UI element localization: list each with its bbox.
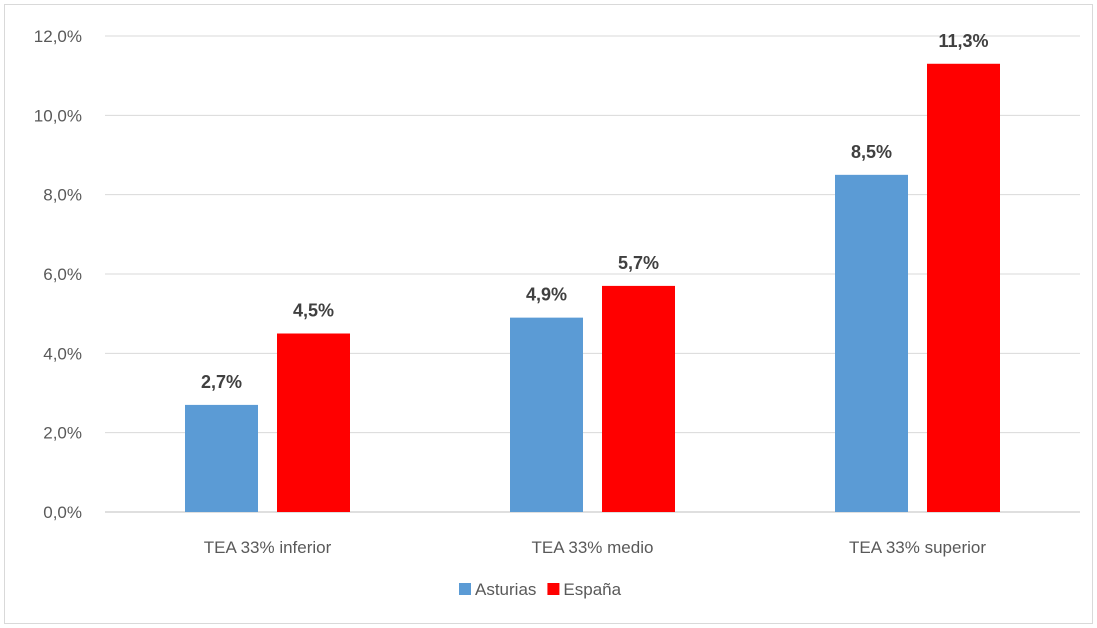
x-category-label: TEA 33% medio	[532, 538, 654, 557]
legend: Asturias España	[459, 580, 622, 599]
y-tick-label: 10,0%	[34, 106, 82, 125]
legend-swatch	[547, 583, 560, 595]
y-tick-label: 12,0%	[34, 27, 82, 46]
legend-label: España	[563, 580, 621, 599]
x-axis-category-labels: TEA 33% inferior TEA 33% medio TEA 33% sup…	[204, 538, 987, 557]
gridlines	[105, 35, 1080, 513]
y-tick-label: 2,0%	[43, 424, 82, 443]
y-axis-tick-labels: 0,0% 2,0% 4,0% 6,0% 8,0% 10,0% 12,0%	[34, 27, 82, 522]
y-tick-label: 4,0%	[43, 344, 82, 363]
data-label: 2,7%	[201, 372, 242, 392]
x-category-label: TEA 33% inferior	[204, 538, 332, 557]
bars	[185, 63, 1000, 513]
data-labels: 2,7% 4,5% 4,9% 5,7% 8,5% 11,3%	[201, 31, 989, 392]
data-label: 4,9%	[526, 285, 567, 305]
bar-espa-a-1	[277, 333, 350, 512]
x-category-label: TEA 33% superior	[849, 538, 986, 557]
bar-espa-a-2	[602, 285, 675, 512]
data-label: 4,5%	[293, 301, 334, 321]
data-label: 8,5%	[851, 142, 892, 162]
legend-label: Asturias	[475, 580, 536, 599]
y-tick-label: 8,0%	[43, 186, 82, 205]
bar-asturias-2	[510, 317, 583, 512]
data-label: 11,3%	[938, 31, 988, 51]
bar-asturias-3	[835, 174, 908, 513]
y-tick-label: 0,0%	[43, 503, 82, 522]
data-label: 5,7%	[618, 253, 659, 273]
legend-swatch	[459, 583, 471, 595]
bar-espa-a-3	[927, 63, 1000, 513]
bar-asturias-1	[185, 404, 258, 512]
chart-frame	[4, 4, 1093, 624]
y-tick-label: 6,0%	[43, 265, 82, 284]
